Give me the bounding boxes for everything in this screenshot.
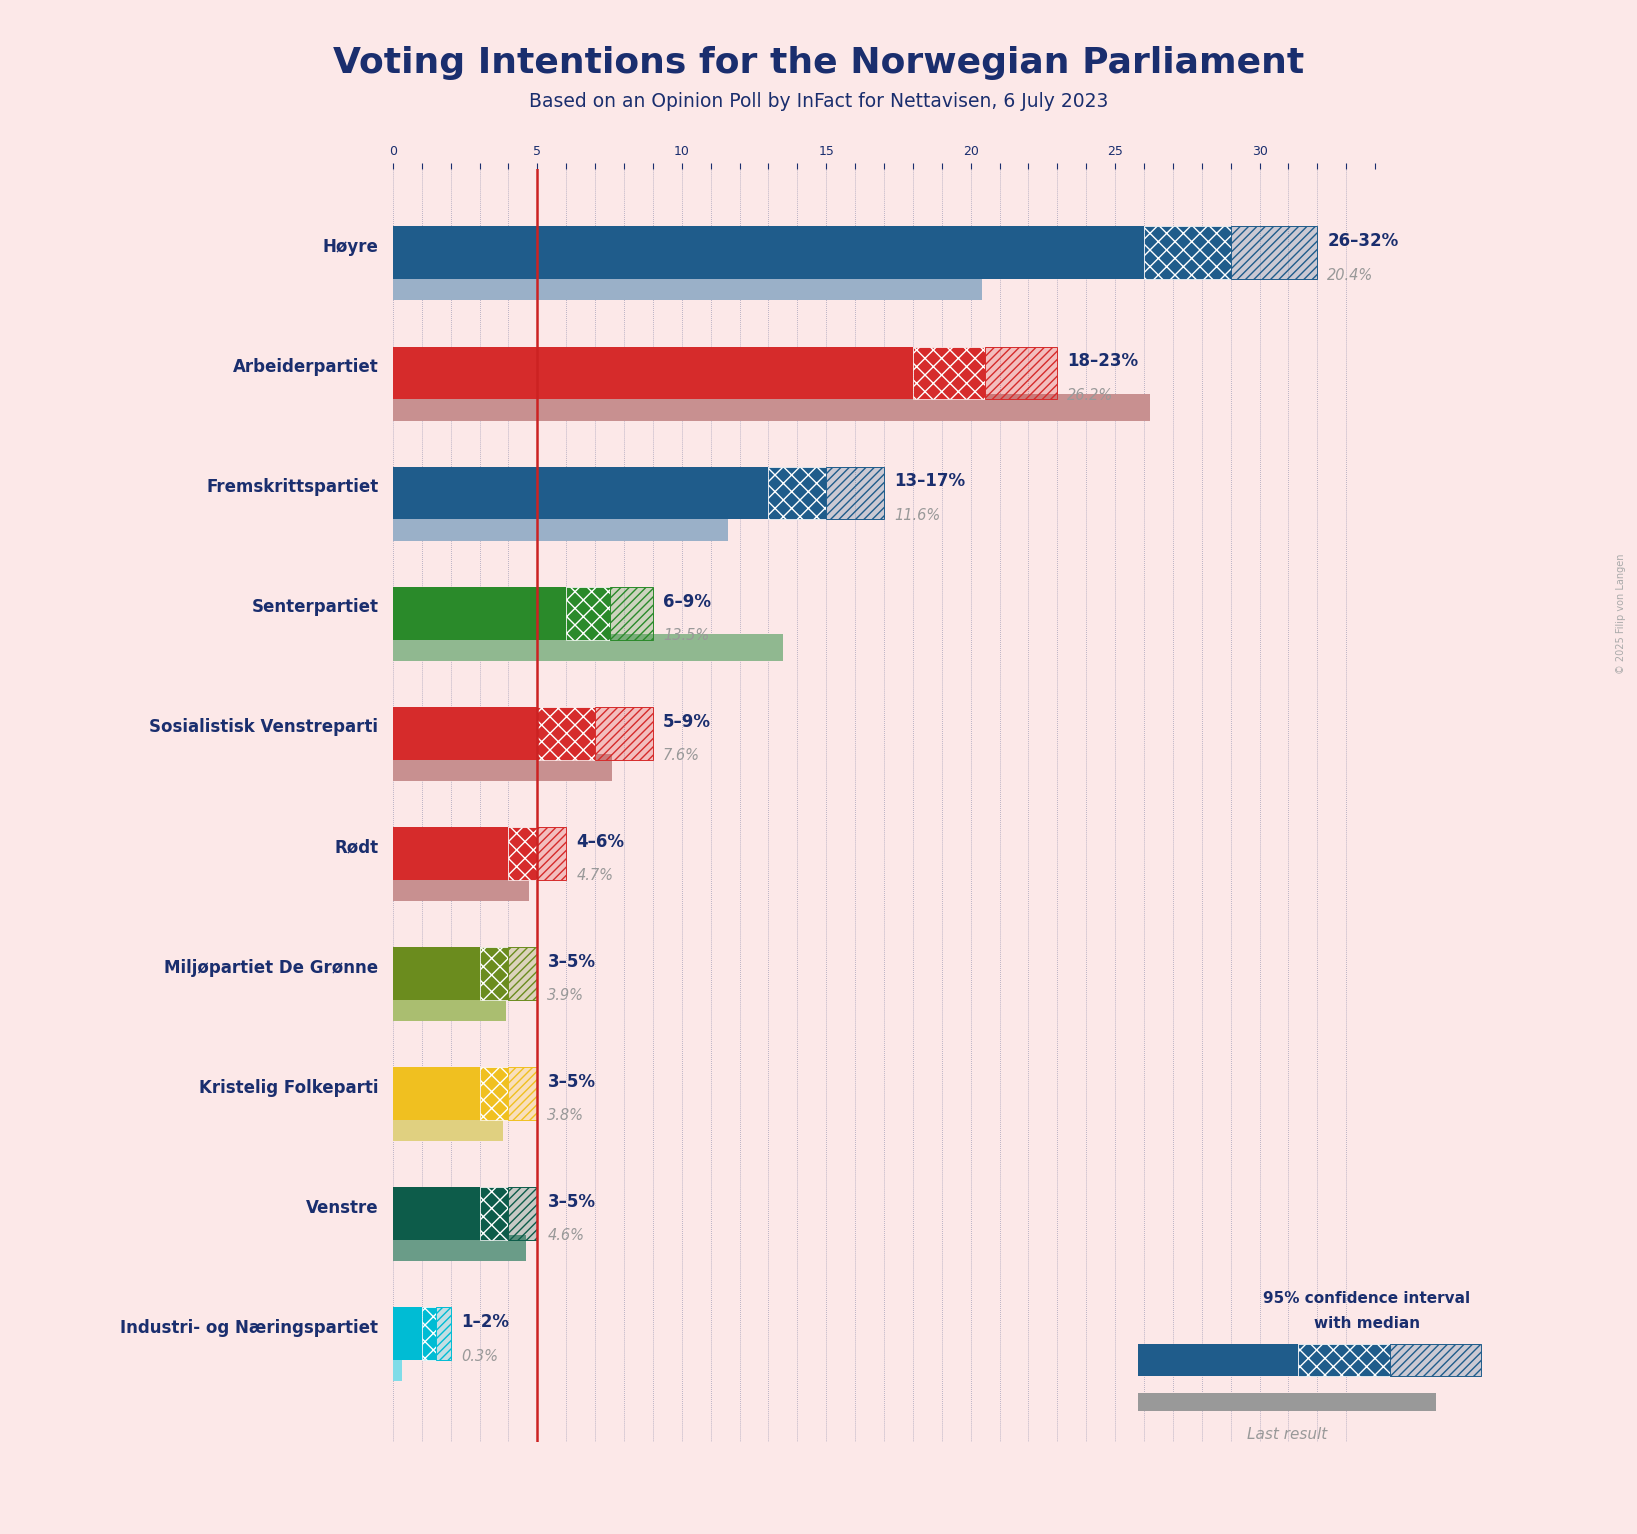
Bar <box>393 1068 480 1120</box>
Bar <box>509 1068 537 1120</box>
Bar <box>537 707 596 759</box>
Bar <box>596 707 653 759</box>
Bar <box>393 275 982 301</box>
Bar <box>480 946 509 1000</box>
Text: Fremskrittspartiet: Fremskrittspartiet <box>206 479 378 495</box>
Bar <box>566 586 609 640</box>
Text: 3–5%: 3–5% <box>547 1193 596 1212</box>
Bar <box>393 394 1149 420</box>
Bar <box>509 1187 537 1239</box>
Text: Venstre: Venstre <box>306 1198 378 1216</box>
Text: Arbeiderpartiet: Arbeiderpartiet <box>232 357 378 376</box>
Text: © 2025 Filip von Langen: © 2025 Filip von Langen <box>1616 554 1626 673</box>
Text: Sosialistisk Venstreparti: Sosialistisk Venstreparti <box>149 718 378 736</box>
Bar <box>393 227 1144 279</box>
Text: 18–23%: 18–23% <box>1067 353 1139 370</box>
Bar <box>1390 1344 1481 1376</box>
Text: 4.6%: 4.6% <box>547 1229 584 1244</box>
Text: with median: with median <box>1315 1316 1419 1332</box>
Bar <box>393 634 782 661</box>
Bar <box>393 1115 503 1141</box>
Bar <box>1138 1393 1436 1411</box>
Bar <box>393 827 509 881</box>
Bar <box>393 466 768 520</box>
Text: 13–17%: 13–17% <box>894 472 966 491</box>
Bar <box>509 946 537 1000</box>
Bar <box>509 946 537 1000</box>
Text: Kristelig Folkeparti: Kristelig Folkeparti <box>200 1078 378 1097</box>
Text: Industri- og Næringspartiet: Industri- og Næringspartiet <box>121 1319 378 1336</box>
Bar <box>1298 1344 1390 1376</box>
Text: Voting Intentions for the Norwegian Parliament: Voting Intentions for the Norwegian Parl… <box>332 46 1305 80</box>
Text: 7.6%: 7.6% <box>663 749 701 762</box>
Text: 4–6%: 4–6% <box>576 833 624 851</box>
Bar <box>985 347 1058 399</box>
Text: 1–2%: 1–2% <box>460 1313 509 1332</box>
Bar <box>393 1235 525 1261</box>
Bar <box>596 707 653 759</box>
Text: Miljøpartiet De Grønne: Miljøpartiet De Grønne <box>164 959 378 977</box>
Text: 13.5%: 13.5% <box>663 627 709 643</box>
Text: Based on an Opinion Poll by InFact for Nettavisen, 6 July 2023: Based on an Opinion Poll by InFact for N… <box>529 92 1108 110</box>
Bar <box>509 1068 537 1120</box>
Bar <box>393 1355 401 1382</box>
Text: Høyre: Høyre <box>322 238 378 256</box>
Bar <box>1390 1344 1481 1376</box>
Bar <box>393 347 913 399</box>
Bar <box>393 1187 480 1239</box>
Bar <box>509 1187 537 1239</box>
Text: Senterpartiet: Senterpartiet <box>252 598 378 617</box>
Bar <box>827 466 884 520</box>
Bar <box>422 1307 435 1361</box>
Text: 4.7%: 4.7% <box>576 868 614 884</box>
Text: 26.2%: 26.2% <box>1067 388 1113 402</box>
Text: Last result: Last result <box>1246 1427 1328 1442</box>
Bar <box>393 994 506 1022</box>
Bar <box>435 1307 450 1361</box>
Bar <box>393 707 537 759</box>
Text: 5–9%: 5–9% <box>663 713 710 730</box>
Bar <box>537 827 566 881</box>
Text: 20.4%: 20.4% <box>1328 267 1373 282</box>
Bar <box>393 946 480 1000</box>
Bar <box>537 827 566 881</box>
Text: 11.6%: 11.6% <box>894 508 940 523</box>
Bar <box>768 466 827 520</box>
Bar <box>509 827 537 881</box>
Text: Rødt: Rødt <box>334 839 378 856</box>
Bar <box>1144 227 1231 279</box>
Text: 95% confidence interval: 95% confidence interval <box>1264 1290 1470 1305</box>
Text: 3–5%: 3–5% <box>547 953 596 971</box>
Bar <box>609 586 653 640</box>
Text: 3.9%: 3.9% <box>547 988 584 1003</box>
Text: 0.3%: 0.3% <box>460 1348 498 1364</box>
Bar <box>609 586 653 640</box>
Bar <box>1138 1344 1298 1376</box>
Text: 6–9%: 6–9% <box>663 592 710 611</box>
Bar <box>480 1068 509 1120</box>
Bar <box>393 874 529 900</box>
Bar <box>913 347 985 399</box>
Text: 3–5%: 3–5% <box>547 1072 596 1091</box>
Bar <box>985 347 1058 399</box>
Bar <box>393 586 566 640</box>
Bar <box>1231 227 1318 279</box>
Bar <box>393 514 728 540</box>
Bar <box>480 1187 509 1239</box>
Bar <box>435 1307 450 1361</box>
Bar <box>393 1307 422 1361</box>
Bar <box>393 755 612 781</box>
Bar <box>827 466 884 520</box>
Text: 26–32%: 26–32% <box>1328 232 1398 250</box>
Text: 3.8%: 3.8% <box>547 1109 584 1123</box>
Bar <box>1231 227 1318 279</box>
